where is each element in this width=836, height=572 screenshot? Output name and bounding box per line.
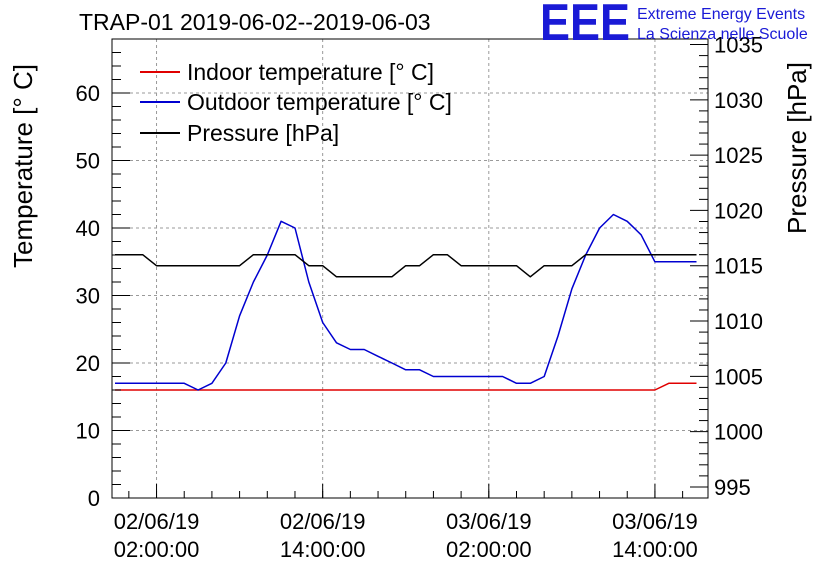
- logo-caption-line1: Extreme Energy Events: [637, 6, 805, 23]
- y2-tick-label: 995: [714, 475, 751, 500]
- y2-tick-label: 1015: [714, 254, 763, 279]
- y-axis-title: Temperature [° C]: [8, 64, 38, 268]
- x-tick-label-time: 02:00:00: [114, 537, 200, 562]
- y2-tick-label: 1030: [714, 88, 763, 113]
- y-tick-label: 10: [76, 419, 100, 444]
- y-tick-label: 60: [76, 81, 100, 106]
- x-tick-label-time: 14:00:00: [280, 537, 366, 562]
- x-tick-label-date: 03/06/19: [612, 509, 698, 534]
- x-tick-label-time: 14:00:00: [612, 537, 698, 562]
- series-line-outdoor-temperature: [115, 213, 697, 391]
- y2-tick-label: 1025: [714, 143, 763, 168]
- x-tick-label-time: 02:00:00: [446, 537, 532, 562]
- y-tick-label: 0: [88, 486, 100, 511]
- legend: Indoor temperature [° C] Outdoor tempera…: [140, 59, 452, 146]
- eee-logo-letters: EEE: [540, 0, 630, 52]
- y2-tick-label: 1000: [714, 420, 763, 445]
- y-tick-label: 40: [76, 216, 100, 241]
- y2-tick-label: 1010: [714, 309, 763, 334]
- y2-tick-label: 1035: [714, 33, 763, 58]
- x-tick-label-date: 03/06/19: [446, 509, 532, 534]
- y-tick-label: 50: [76, 149, 100, 174]
- legend-label-indoor: Indoor temperature [° C]: [187, 59, 434, 85]
- y2-axis-title: Pressure [hPa]: [782, 62, 812, 234]
- axes: 0102030405060995100010051010101510201025…: [76, 33, 763, 562]
- x-tick-label-date: 02/06/19: [280, 509, 366, 534]
- legend-label-outdoor: Outdoor temperature [° C]: [187, 89, 452, 115]
- series-line-pressure: [115, 253, 697, 278]
- y-tick-label: 30: [76, 284, 100, 309]
- series-line-indoor-temperature: [115, 382, 697, 391]
- legend-label-pressure: Pressure [hPa]: [187, 120, 339, 146]
- chart-title: TRAP-01 2019-06-02--2019-06-03: [79, 9, 431, 35]
- logo-caption-line2: La Scienza nelle Scuole: [637, 26, 808, 43]
- eee-logo: EEE Extreme Energy Events La Scienza nel…: [540, 0, 808, 52]
- grid: [112, 39, 708, 498]
- y2-tick-label: 1005: [714, 364, 763, 389]
- x-tick-label-date: 02/06/19: [114, 509, 200, 534]
- series-layer: [115, 213, 697, 391]
- y-tick-label: 20: [76, 351, 100, 376]
- y2-tick-label: 1020: [714, 198, 763, 223]
